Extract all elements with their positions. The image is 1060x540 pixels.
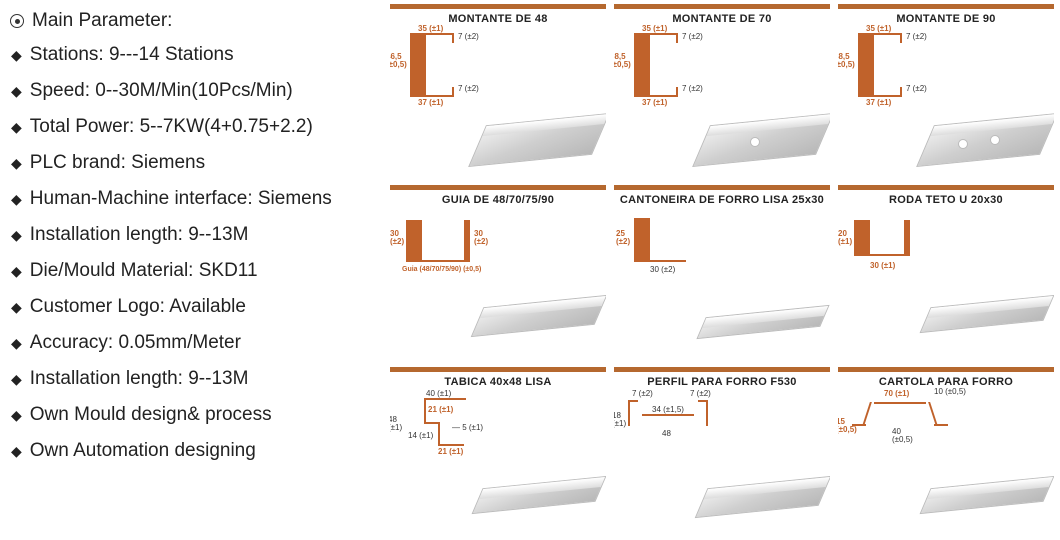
dim-top: 40 (±1) — [426, 390, 451, 398]
render-icon — [928, 464, 1048, 532]
render-icon — [480, 283, 600, 351]
spec-item: Human-Machine interface: Siemens — [30, 188, 332, 210]
render-icon — [928, 283, 1048, 351]
card-montante-70: MONTANTE DE 70 35 (±1) 7 (±2) 7 (±2) 37 … — [614, 4, 830, 177]
dim-side: 88,5 (±0,5) — [838, 53, 855, 69]
dim-v1: 21 (±1) — [428, 406, 453, 414]
card-montante-90: MONTANTE DE 90 35 (±1) 7 (±2) 7 (±2) 37 … — [838, 4, 1054, 177]
dim-bot: Guia (48/70/75/90) (±0,5) — [402, 266, 481, 273]
u-profile-icon — [854, 220, 910, 256]
c-profile-icon — [634, 33, 678, 97]
spec-item: Die/Mould Material: SKD11 — [30, 260, 258, 282]
dim-bot: 48 — [662, 430, 671, 438]
dim-lipb: 7 (±2) — [458, 85, 479, 93]
dim-bot: 37 (±1) — [866, 99, 891, 107]
render-icon — [704, 464, 824, 532]
dim-tr: 10 (±0,5) — [934, 388, 966, 396]
spec-title: Main Parameter: — [32, 10, 172, 32]
card-title: CANTONEIRA DE FORRO LISA 25x30 — [614, 190, 830, 212]
dim-mid: 34 (±1,5) — [652, 406, 684, 414]
dim-right: 30 (±2) — [474, 230, 488, 246]
card-rodateto: RODA TETO U 20x30 20 (±1) 30 (±1) — [838, 185, 1054, 358]
render-icon — [704, 101, 824, 169]
c-profile-icon — [858, 33, 902, 97]
dim-bot: 40 (±0,5) — [892, 428, 913, 444]
dim-lipb: 7 (±2) — [682, 85, 703, 93]
dim-sideL: 15 (±0,5) — [838, 418, 857, 434]
c-profile-icon — [410, 33, 454, 97]
card-perfil530: PERFIL PARA FORRO F530 7 (±2) 7 (±2) 34 … — [614, 367, 830, 540]
dim-top: 35 (±1) — [418, 25, 443, 33]
card-title: GUIA DE 48/70/75/90 — [390, 190, 606, 212]
dim-left: 20 (±1) — [838, 230, 852, 246]
dim-lip: 7 (±2) — [458, 33, 479, 41]
dim-bot: 30 (±2) — [650, 266, 675, 274]
spec-item: Own Mould design& process — [30, 404, 272, 426]
spec-item: Accuracy: 0.05mm/Meter — [30, 332, 241, 354]
spec-title-row: Main Parameter: — [10, 10, 384, 32]
render-icon — [480, 464, 600, 532]
dim-lip: 7 (±2) — [682, 33, 703, 41]
render-icon — [480, 101, 600, 169]
u-profile-icon — [406, 220, 470, 262]
dim-left: 30 (±2) — [390, 230, 404, 246]
card-title: TABICA 40x48 LISA — [390, 372, 606, 394]
spec-list: Stations: 9---14 Stations Speed: 0--30M/… — [10, 44, 384, 462]
dim-left: 25 (±2) — [616, 230, 630, 246]
dim-bot: 37 (±1) — [418, 99, 443, 107]
dim-v2: 14 (±1) — [408, 432, 433, 440]
card-cantoneira: CANTONEIRA DE FORRO LISA 25x30 25 (±2) 3… — [614, 185, 830, 358]
render-icon — [928, 101, 1048, 169]
dim-step: — 5 (±1) — [452, 424, 483, 432]
spec-item: Total Power: 5--7KW(4+0.75+2.2) — [30, 116, 313, 138]
spec-item: Speed: 0--30M/Min(10Pcs/Min) — [30, 80, 293, 102]
card-montante-48: MONTANTE DE 48 35 (±1) 7 (±2) 7 (±2) 37 … — [390, 4, 606, 177]
spec-item: Customer Logo: Available — [30, 296, 246, 318]
render-icon — [704, 283, 824, 351]
spec-panel: Main Parameter: Stations: 9---14 Station… — [0, 0, 390, 540]
card-title: RODA TETO U 20x30 — [838, 190, 1054, 212]
dim-bot: 30 (±1) — [870, 262, 895, 270]
dim-top: 35 (±1) — [866, 25, 891, 33]
dim-bot: 21 (±1) — [438, 448, 463, 456]
dim-top: 35 (±1) — [642, 25, 667, 33]
spec-item: PLC brand: Siemens — [30, 152, 205, 174]
dim-side: 68,5 (±0,5) — [614, 53, 631, 69]
dim-bot: 37 (±1) — [642, 99, 667, 107]
card-guia: GUIA DE 48/70/75/90 30 (±2) 30 (±2) Guia… — [390, 185, 606, 358]
spec-item: Own Automation designing — [30, 440, 256, 462]
spec-item: Stations: 9---14 Stations — [30, 44, 234, 66]
dim-side: 48 (±1) — [390, 416, 402, 432]
profile-grid: MONTANTE DE 48 35 (±1) 7 (±2) 7 (±2) 37 … — [390, 0, 1060, 540]
dim-lip: 7 (±2) — [906, 33, 927, 41]
dim-lipb: 7 (±2) — [906, 85, 927, 93]
dim-tr: 7 (±2) — [690, 390, 711, 398]
spec-item: Installation length: 9--13M — [30, 224, 249, 246]
dim-side: 46,5 (±0,5) — [390, 53, 407, 69]
radio-icon — [10, 14, 24, 28]
dim-tl: 7 (±2) — [632, 390, 653, 398]
spec-item: Installation length: 9--13M — [30, 368, 249, 390]
card-tabica: TABICA 40x48 LISA 40 (±1) 21 (±1) 48 (±1… — [390, 367, 606, 540]
l-profile-icon — [634, 218, 686, 262]
dim-side: 18 (±1) — [614, 412, 626, 428]
card-cartola: CARTOLA PARA FORRO 70 (±1) 10 (±0,5) 15 … — [838, 367, 1054, 540]
dim-top: 70 (±1) — [884, 390, 909, 398]
